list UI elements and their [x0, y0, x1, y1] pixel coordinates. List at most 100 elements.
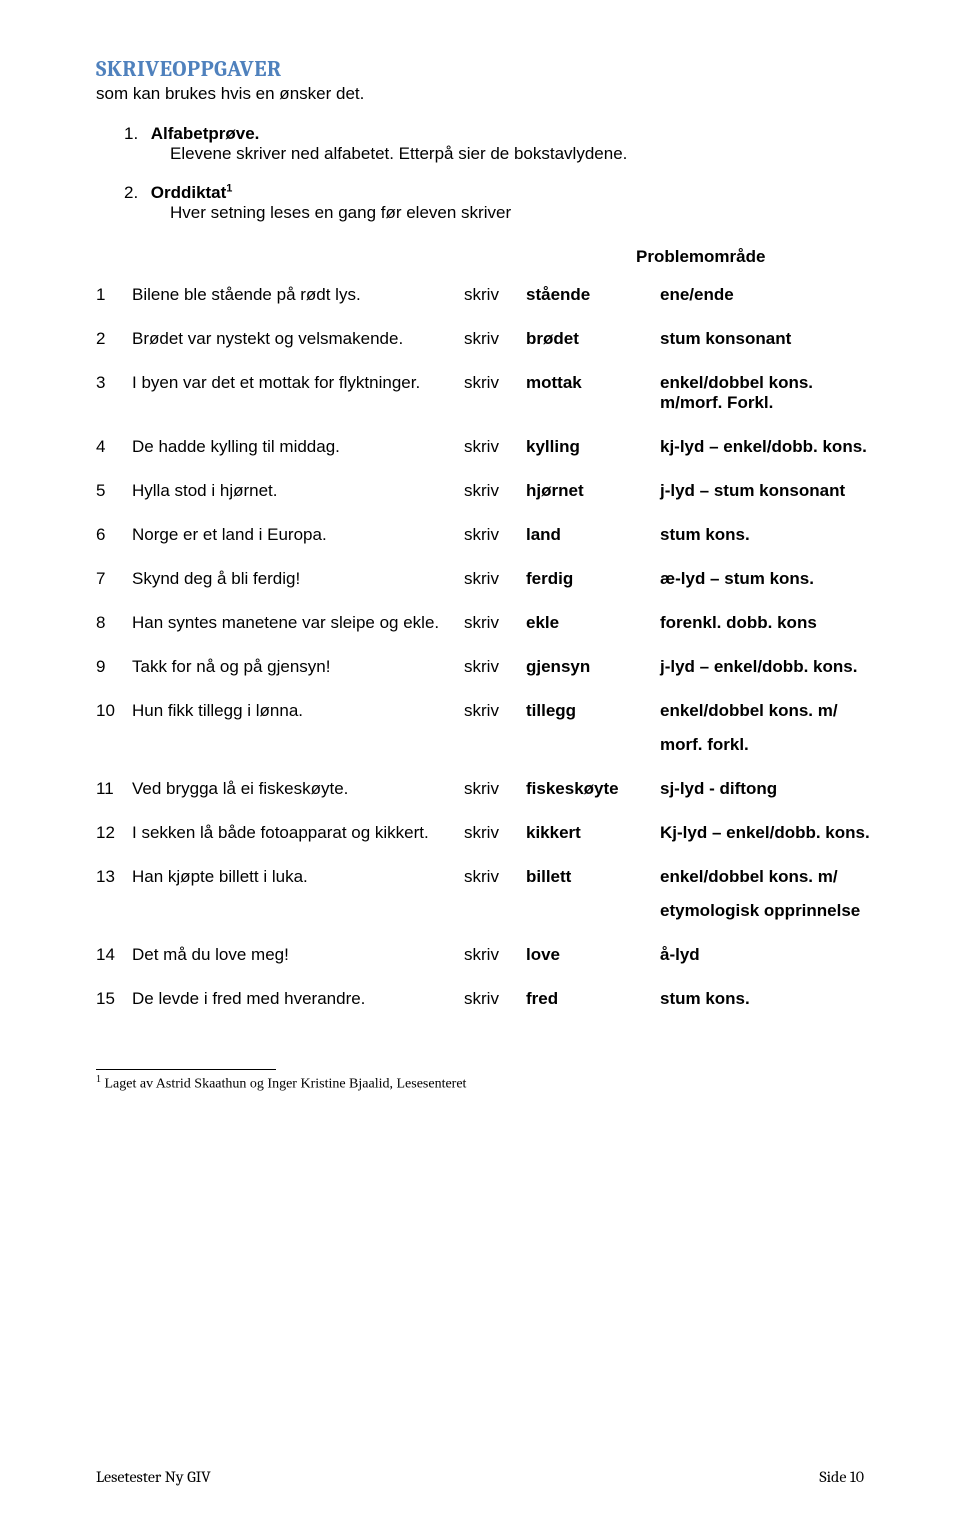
row-problem: enkel/dobbel kons. m/morf. Forkl. [660, 373, 880, 413]
page-title: SKRIVEOPPGAVER [96, 56, 864, 82]
page-footer: Lesetester Ny GIV Side 10 [96, 1468, 864, 1486]
row-word: gjensyn [526, 657, 654, 677]
row-skriv: skriv [464, 779, 520, 799]
row-number: 2 [96, 329, 126, 349]
table-row: 15De levde i fred med hverandre.skrivfre… [96, 989, 864, 1009]
row-word: love [526, 945, 654, 965]
row-sentence: Han syntes manetene var sleipe og ekle. [132, 613, 458, 633]
row-problem: æ-lyd – stum kons. [660, 569, 880, 589]
table-row: 12 I sekken lå både fotoapparat og kikker… [96, 823, 864, 843]
row-problem: forenkl. dobb. kons [660, 613, 880, 633]
row-sentence: De hadde kylling til middag. [132, 437, 458, 457]
row-problem: sj-lyd - diftong [660, 779, 880, 799]
row-problem: ene/ende [660, 285, 880, 305]
row-problem: enkel/dobbel kons. m/ [660, 701, 880, 721]
row-number: 7 [96, 569, 126, 589]
table-row: 11Ved brygga lå ei fiskeskøyte.skrivfisk… [96, 779, 864, 799]
row-number: 5 [96, 481, 126, 501]
table-row: 7Skynd deg å bli ferdig!skrivferdigæ-lyd… [96, 569, 864, 589]
row-sentence: Takk for nå og på gjensyn! [132, 657, 458, 677]
row-problem: stum kons. [660, 989, 880, 1009]
row-number: 4 [96, 437, 126, 457]
row-word: stående [526, 285, 654, 305]
row-skriv: skriv [464, 481, 520, 501]
row-word: ferdig [526, 569, 654, 589]
task-label: Alfabetprøve. [151, 124, 260, 143]
row-problem: stum kons. [660, 525, 880, 545]
row-word: kylling [526, 437, 654, 457]
page-subtitle: som kan brukes hvis en ønsker det. [96, 84, 864, 104]
row-number: 9 [96, 657, 126, 677]
row-number: 1 [96, 285, 126, 305]
task-item: 1. Alfabetprøve. Elevene skriver ned alf… [124, 124, 864, 164]
table-row: 5Hylla stod i hjørnet.skrivhjørnetj-lyd … [96, 481, 864, 501]
row-word: kikkert [526, 823, 654, 843]
table-row-extra: etymologisk opprinnelse [96, 901, 864, 921]
row-problem: j-lyd – stum konsonant [660, 481, 880, 501]
task-list: 1. Alfabetprøve. Elevene skriver ned alf… [124, 124, 864, 223]
diktat-table: 1 Bilene ble stående på rødt lys. skriv stå… [96, 285, 864, 1009]
row-sentence: Hun fikk tillegg i lønna. [132, 701, 458, 721]
row-skriv: skriv [464, 701, 520, 721]
footer-right: Side 10 [819, 1468, 864, 1486]
row-problem: Kj-lyd – enkel/dobb. kons. [660, 823, 880, 843]
row-word: brødet [526, 329, 654, 349]
footnote-divider [96, 1069, 276, 1070]
row-number: 10 [96, 701, 126, 721]
row-skriv: skriv [464, 525, 520, 545]
table-row: 10Hun fikk tillegg i lønna.skrivtillegge… [96, 701, 864, 721]
table-row: 6Norge er et land i Europa.skrivlandstum… [96, 525, 864, 545]
footnote: 1 Laget av Astrid Skaathun og Inger Kris… [96, 1074, 864, 1093]
table-row: 2Brødet var nystekt og velsmakende.skriv… [96, 329, 864, 349]
table-row: 13Han kjøpte billett i luka.skrivbillett… [96, 867, 864, 887]
row-sentence: Han kjøpte billett i luka. [132, 867, 458, 887]
footer-left: Lesetester Ny GIV [96, 1468, 211, 1486]
row-sentence: Det må du love meg! [132, 945, 458, 965]
row-number: 13 [96, 867, 126, 887]
row-skriv: skriv [464, 823, 520, 843]
row-word: ekle [526, 613, 654, 633]
row-sentence: I byen var det et mottak for flyktninger… [132, 373, 458, 393]
row-problem: å-lyd [660, 945, 880, 965]
row-skriv: skriv [464, 657, 520, 677]
row-skriv: skriv [464, 613, 520, 633]
row-problem-extra: etymologisk opprinnelse [660, 901, 880, 921]
task-subline: Elevene skriver ned alfabetet. Etterpå s… [170, 144, 864, 164]
row-sentence: I sekken lå både fotoapparat og kikkert. [132, 823, 458, 843]
row-skriv: skriv [464, 945, 520, 965]
table-row: 8 Han syntes manetene var sleipe og ekle.… [96, 613, 864, 633]
row-word: fred [526, 989, 654, 1009]
table-row: 3 I byen var det et mottak for flyktninge… [96, 373, 864, 413]
table-row: 9Takk for nå og på gjensyn!skrivgjensynj… [96, 657, 864, 677]
footnote-ref: 1 [226, 182, 232, 194]
task-number: 2. [124, 183, 146, 203]
row-number: 14 [96, 945, 126, 965]
row-number: 3 [96, 373, 126, 393]
row-skriv: skriv [464, 373, 520, 393]
row-number: 8 [96, 613, 126, 633]
row-problem: j-lyd – enkel/dobb. kons. [660, 657, 880, 677]
row-problem: kj-lyd – enkel/dobb. kons. [660, 437, 880, 457]
row-number: 12 [96, 823, 126, 843]
row-skriv: skriv [464, 329, 520, 349]
row-sentence: Ved brygga lå ei fiskeskøyte. [132, 779, 458, 799]
row-skriv: skriv [464, 285, 520, 305]
row-problem: stum konsonant [660, 329, 880, 349]
row-number: 6 [96, 525, 126, 545]
table-row: 14Det må du love meg!skrivloveå-lyd [96, 945, 864, 965]
row-skriv: skriv [464, 437, 520, 457]
row-word: billett [526, 867, 654, 887]
row-sentence: Bilene ble stående på rødt lys. [132, 285, 458, 305]
task-number: 1. [124, 124, 146, 144]
table-row: 4 De hadde kylling til middag. skriv kyllin… [96, 437, 864, 457]
task-subline: Hver setning leses en gang før eleven sk… [170, 203, 864, 223]
row-skriv: skriv [464, 989, 520, 1009]
document-page: SKRIVEOPPGAVER som kan brukes hvis en øn… [0, 0, 960, 1516]
row-problem: enkel/dobbel kons. m/ [660, 867, 880, 887]
row-problem-extra: morf. forkl. [660, 735, 880, 755]
footnote-text: Laget av Astrid Skaathun og Inger Kristi… [101, 1076, 466, 1091]
table-row-extra: morf. forkl. [96, 735, 864, 755]
row-sentence: Norge er et land i Europa. [132, 525, 458, 545]
row-word: mottak [526, 373, 654, 393]
row-word: hjørnet [526, 481, 654, 501]
